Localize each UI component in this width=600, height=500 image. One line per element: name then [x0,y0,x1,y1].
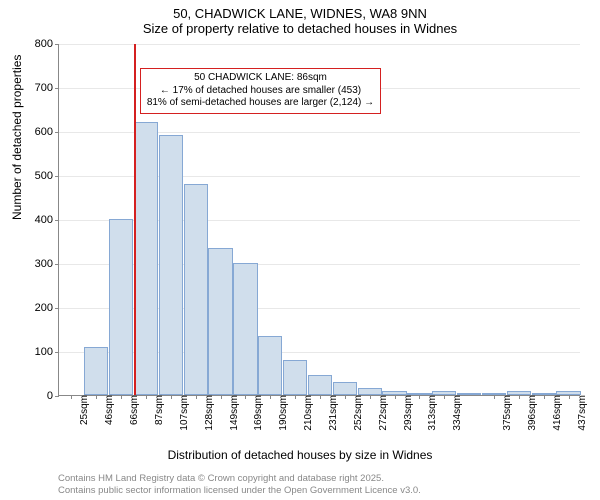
annotation-line-2: ← 17% of detached houses are smaller (45… [147,85,374,98]
y-tick-label: 500 [23,170,59,182]
x-tick-mark [494,395,495,399]
y-tick-label: 700 [23,82,59,94]
footer-attribution: Contains HM Land Registry data © Crown c… [58,473,421,496]
y-tick-label: 600 [23,126,59,138]
y-tick-label: 300 [23,258,59,270]
y-tick-label: 100 [23,346,59,358]
x-tick-label: 313sqm [423,395,438,431]
histogram-bar [258,336,282,395]
x-tick-label: 128sqm [200,395,215,431]
x-tick-label: 375sqm [498,395,513,431]
x-tick-label: 334sqm [448,395,463,431]
x-tick-label: 293sqm [399,395,414,431]
x-tick-mark [320,395,321,399]
x-tick-mark [569,395,570,399]
histogram-bar [308,375,332,395]
histogram-bar [358,388,382,395]
property-size-marker [134,44,136,395]
x-axis-label: Distribution of detached houses by size … [0,448,600,462]
histogram-bar [134,122,158,395]
histogram-chart: 010020030040050060070080025sqm46sqm66sqm… [58,44,580,396]
footer-line-2: Contains public sector information licen… [58,485,421,496]
annotation-line-1: 50 CHADWICK LANE: 86sqm [147,72,374,85]
histogram-bar [184,184,208,395]
histogram-bar [283,360,307,395]
x-tick-label: 169sqm [249,395,264,431]
footer-line-1: Contains HM Land Registry data © Crown c… [58,473,421,484]
x-tick-label: 190sqm [274,395,289,431]
chart-title-block: 50, CHADWICK LANE, WIDNES, WA8 9NN Size … [0,0,600,36]
x-tick-label: 210sqm [299,395,314,431]
histogram-bar [159,135,183,395]
y-axis-label: Number of detached properties [10,55,24,220]
x-tick-label: 149sqm [225,395,240,431]
x-tick-mark [96,395,97,399]
x-tick-mark [71,395,72,399]
x-tick-label: 252sqm [349,395,364,431]
x-tick-mark [370,395,371,399]
title-line-2: Size of property relative to detached ho… [0,21,600,36]
x-tick-label: 231sqm [324,395,339,431]
histogram-bar [233,263,257,395]
x-tick-mark [146,395,147,399]
y-tick-label: 400 [23,214,59,226]
y-tick-label: 200 [23,302,59,314]
x-tick-mark [245,395,246,399]
histogram-bar [333,382,357,395]
x-tick-mark [395,395,396,399]
x-tick-label: 437sqm [573,395,588,431]
x-tick-label: 416sqm [548,395,563,431]
x-tick-mark [196,395,197,399]
histogram-bar [84,347,108,395]
x-tick-mark [295,395,296,399]
x-tick-mark [221,395,222,399]
x-tick-mark [345,395,346,399]
x-tick-label: 66sqm [125,395,140,425]
x-tick-label: 272sqm [374,395,389,431]
plot-region: 010020030040050060070080025sqm46sqm66sqm… [58,44,580,396]
x-tick-mark [270,395,271,399]
annotation-line-3: 81% of semi-detached houses are larger (… [147,97,374,110]
y-tick-label: 800 [23,38,59,50]
x-tick-label: 25sqm [75,395,90,425]
x-tick-label: 87sqm [150,395,165,425]
annotation-callout: 50 CHADWICK LANE: 86sqm← 17% of detached… [140,68,381,114]
histogram-bar [109,219,133,395]
x-tick-label: 396sqm [523,395,538,431]
histogram-bar [208,248,232,395]
gridline [59,44,580,45]
x-tick-mark [419,395,420,399]
y-tick-label: 0 [23,390,59,402]
x-tick-mark [444,395,445,399]
title-line-1: 50, CHADWICK LANE, WIDNES, WA8 9NN [0,6,600,21]
x-tick-label: 46sqm [100,395,115,425]
x-tick-mark [519,395,520,399]
x-tick-mark [544,395,545,399]
x-tick-mark [121,395,122,399]
x-tick-label: 107sqm [175,395,190,431]
x-tick-mark [171,395,172,399]
